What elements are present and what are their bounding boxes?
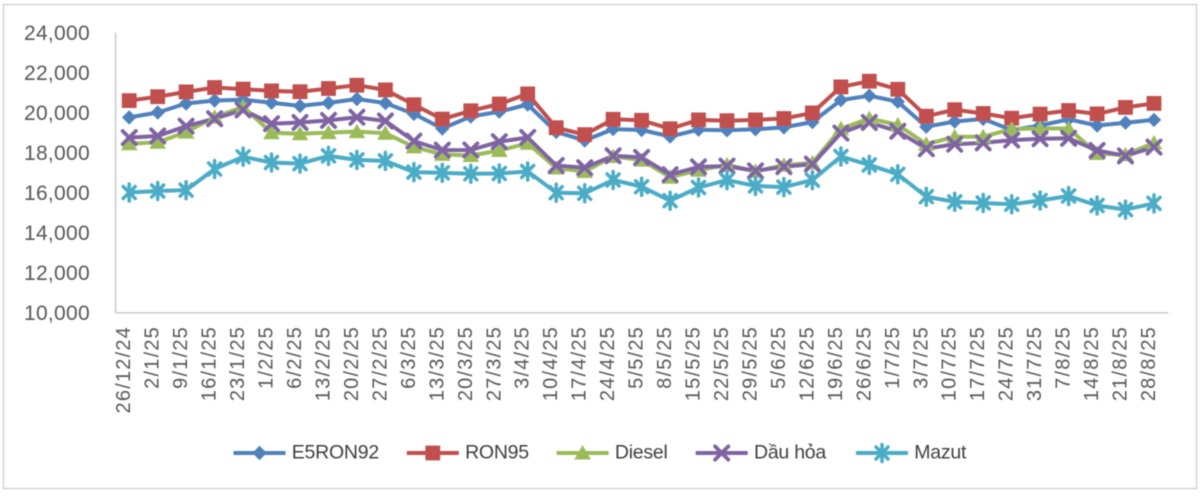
svg-text:22/5/25: 22/5/25 — [711, 326, 733, 401]
svg-text:6/3/25: 6/3/25 — [398, 326, 420, 389]
svg-text:17/4/25: 17/4/25 — [569, 326, 591, 401]
svg-text:22,000: 22,000 — [24, 62, 90, 85]
svg-text:31/7/25: 31/7/25 — [1024, 326, 1046, 401]
svg-text:5/5/25: 5/5/25 — [626, 326, 648, 389]
svg-text:7/8/25: 7/8/25 — [1053, 326, 1075, 389]
svg-text:10,000: 10,000 — [24, 302, 90, 325]
svg-text:5/6/25: 5/6/25 — [768, 326, 790, 389]
svg-text:10/4/25: 10/4/25 — [540, 326, 562, 401]
svg-text:12/6/25: 12/6/25 — [796, 326, 818, 401]
svg-text:26/6/25: 26/6/25 — [853, 326, 875, 401]
svg-text:8/5/25: 8/5/25 — [654, 326, 676, 389]
svg-text:1/7/25: 1/7/25 — [882, 326, 904, 389]
svg-text:20,000: 20,000 — [24, 102, 90, 125]
svg-text:Mazut: Mazut — [914, 442, 967, 464]
svg-text:Diesel: Diesel — [615, 442, 668, 464]
svg-text:16/1/25: 16/1/25 — [199, 326, 221, 401]
svg-text:6/2/25: 6/2/25 — [284, 326, 306, 389]
svg-text:24,000: 24,000 — [24, 22, 90, 45]
svg-text:18,000: 18,000 — [24, 142, 90, 165]
svg-text:15/5/25: 15/5/25 — [683, 326, 705, 401]
svg-text:1/2/25: 1/2/25 — [256, 326, 278, 389]
svg-text:13/2/25: 13/2/25 — [313, 326, 335, 401]
svg-text:29/5/25: 29/5/25 — [740, 326, 762, 401]
svg-text:24/7/25: 24/7/25 — [996, 326, 1018, 401]
svg-text:14/8/25: 14/8/25 — [1081, 326, 1103, 401]
svg-text:28/8/25: 28/8/25 — [1138, 326, 1160, 401]
svg-text:26/12/24: 26/12/24 — [113, 326, 135, 413]
svg-text:17/7/25: 17/7/25 — [967, 326, 989, 401]
svg-text:14,000: 14,000 — [24, 222, 90, 245]
svg-text:23/1/25: 23/1/25 — [227, 326, 249, 401]
svg-text:9/1/25: 9/1/25 — [170, 326, 192, 389]
svg-text:12,000: 12,000 — [24, 262, 90, 285]
svg-text:RON95: RON95 — [465, 442, 529, 464]
svg-text:20/2/25: 20/2/25 — [341, 326, 363, 401]
svg-text:10/7/25: 10/7/25 — [939, 326, 961, 401]
svg-text:20/3/25: 20/3/25 — [455, 326, 477, 401]
svg-text:27/2/25: 27/2/25 — [369, 326, 391, 401]
svg-text:21/8/25: 21/8/25 — [1110, 326, 1132, 401]
svg-text:27/3/25: 27/3/25 — [483, 326, 505, 401]
svg-text:E5RON92: E5RON92 — [292, 442, 379, 464]
svg-text:19/6/25: 19/6/25 — [825, 326, 847, 401]
svg-text:3/7/25: 3/7/25 — [910, 326, 932, 389]
svg-text:3/4/25: 3/4/25 — [512, 326, 534, 389]
svg-text:Dầu hỏa: Dầu hỏa — [754, 442, 826, 464]
svg-text:2/1/25: 2/1/25 — [142, 326, 164, 389]
svg-text:16,000: 16,000 — [24, 182, 90, 205]
svg-text:24/4/25: 24/4/25 — [597, 326, 619, 401]
svg-text:13/3/25: 13/3/25 — [426, 326, 448, 401]
